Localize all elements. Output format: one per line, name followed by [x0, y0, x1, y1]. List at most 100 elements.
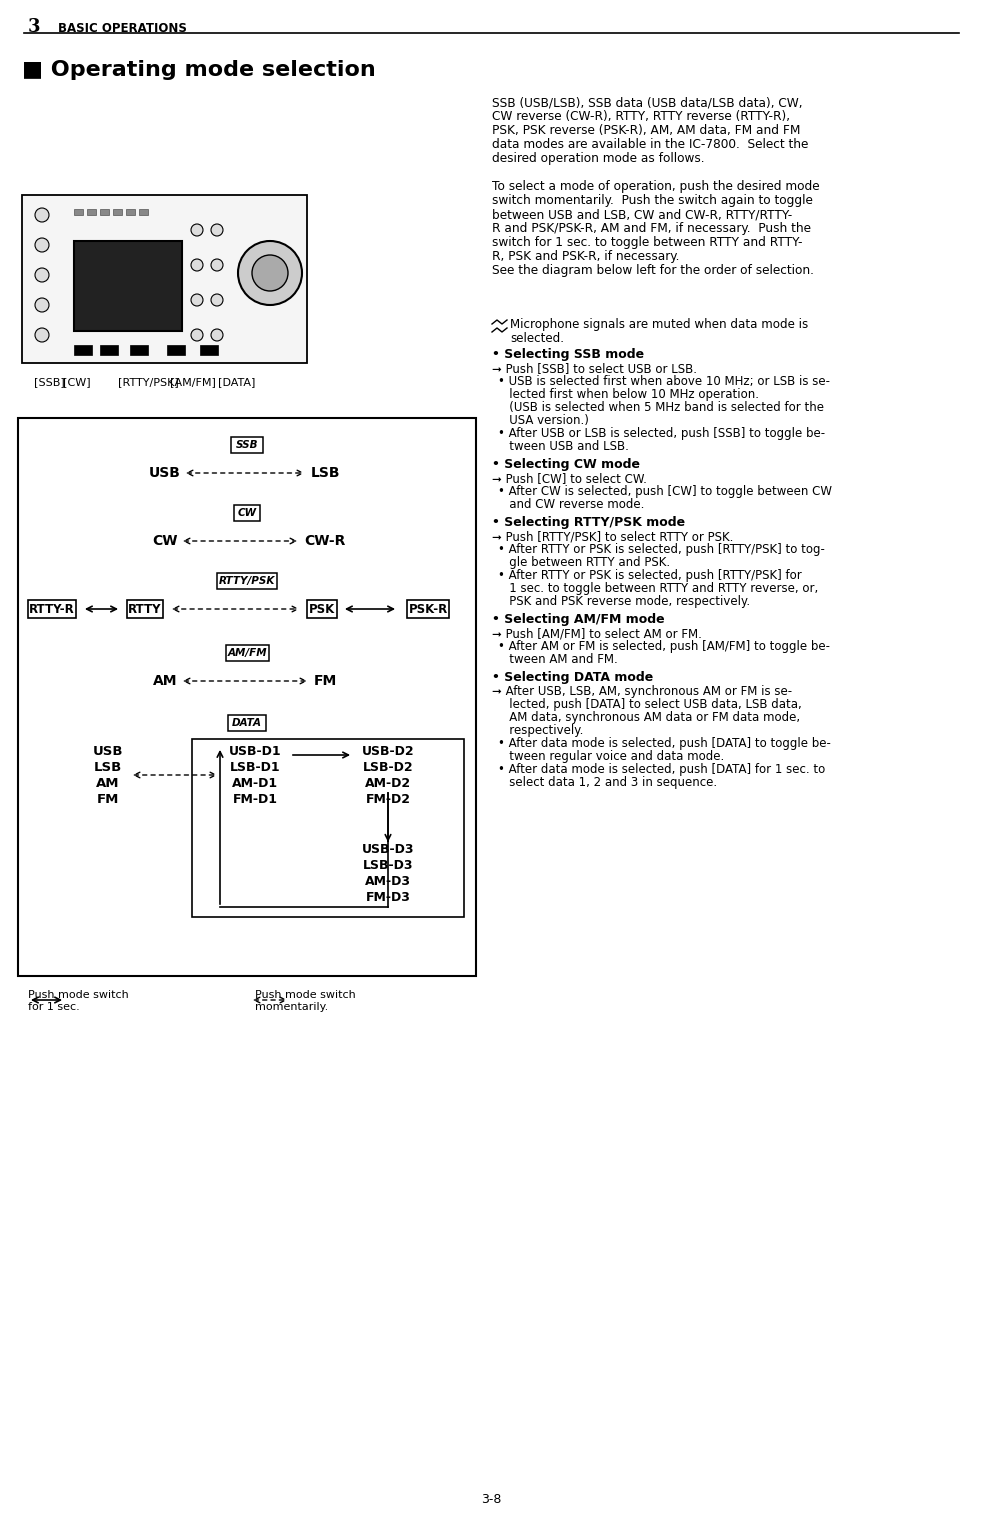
Circle shape [252, 255, 288, 291]
Bar [217, 573, 277, 589]
Bar [127, 601, 163, 617]
Text: ➞ Push [RTTY/PSK] to select RTTY or PSK.: ➞ Push [RTTY/PSK] to select RTTY or PSK. [492, 529, 733, 543]
Text: data modes are available in the IC-7800.  Select the: data modes are available in the IC-7800.… [492, 138, 808, 152]
Bar [87, 209, 96, 215]
Text: lected, push [DATA] to select USB data, LSB data,: lected, push [DATA] to select USB data, … [498, 698, 802, 711]
Circle shape [35, 297, 49, 313]
Text: FM: FM [96, 792, 119, 806]
Text: To select a mode of operation, push the desired mode: To select a mode of operation, push the … [492, 181, 820, 193]
Text: LSB: LSB [311, 466, 340, 479]
Bar [228, 715, 265, 731]
Text: • Selecting SSB mode: • Selecting SSB mode [492, 347, 644, 361]
Text: [RTTY/PSK]: [RTTY/PSK] [118, 378, 179, 387]
Bar [139, 209, 148, 215]
Circle shape [211, 225, 223, 237]
Text: Push mode switch
momentarily.: Push mode switch momentarily. [255, 991, 356, 1012]
Circle shape [191, 329, 203, 341]
Bar [225, 645, 268, 661]
Text: BASIC OPERATIONS: BASIC OPERATIONS [58, 23, 187, 35]
Circle shape [35, 269, 49, 282]
Text: CW-R: CW-R [305, 534, 346, 548]
Text: switch momentarily.  Push the switch again to toggle: switch momentarily. Push the switch agai… [492, 194, 813, 206]
Bar [100, 344, 118, 355]
Text: • After USB or LSB is selected, push [SSB] to toggle be-: • After USB or LSB is selected, push [SS… [498, 426, 825, 440]
Text: AM/FM: AM/FM [227, 648, 266, 658]
Text: between USB and LSB, CW and CW-R, RTTY/RTTY-: between USB and LSB, CW and CW-R, RTTY/R… [492, 208, 792, 221]
Bar [18, 419, 476, 975]
Text: ➞ After USB, LSB, AM, synchronous AM or FM is se-: ➞ After USB, LSB, AM, synchronous AM or … [492, 686, 792, 698]
Text: tween regular voice and data mode.: tween regular voice and data mode. [498, 749, 724, 763]
Text: USB-D3: USB-D3 [362, 842, 414, 856]
Text: SSB: SSB [236, 440, 259, 451]
Text: • After RTTY or PSK is selected, push [RTTY/PSK] for: • After RTTY or PSK is selected, push [R… [498, 569, 802, 583]
Text: AM-D1: AM-D1 [232, 777, 278, 789]
Bar [113, 209, 122, 215]
Text: USB-D1: USB-D1 [229, 745, 281, 757]
Text: FM: FM [314, 674, 336, 689]
Text: SSB (USB/LSB), SSB data (USB data/LSB data), CW,: SSB (USB/LSB), SSB data (USB data/LSB da… [492, 96, 802, 109]
Text: gle between RTTY and PSK.: gle between RTTY and PSK. [498, 557, 670, 569]
Text: Microphone signals are muted when data mode is: Microphone signals are muted when data m… [510, 319, 808, 331]
Text: Push mode switch
for 1 sec.: Push mode switch for 1 sec. [28, 991, 129, 1012]
Circle shape [211, 259, 223, 272]
Text: desired operation mode as follows.: desired operation mode as follows. [492, 152, 705, 165]
Text: LSB-D3: LSB-D3 [363, 859, 413, 871]
Bar [192, 739, 464, 916]
Text: ➞ Push [CW] to select CW.: ➞ Push [CW] to select CW. [492, 472, 647, 485]
Text: (USB is selected when 5 MHz band is selected for the: (USB is selected when 5 MHz band is sele… [498, 400, 824, 414]
Circle shape [191, 225, 203, 237]
Text: [DATA]: [DATA] [218, 378, 256, 387]
Text: [SSB]: [SSB] [34, 378, 65, 387]
Text: • Selecting AM/FM mode: • Selecting AM/FM mode [492, 613, 665, 627]
Text: • After RTTY or PSK is selected, push [RTTY/PSK] to tog-: • After RTTY or PSK is selected, push [R… [498, 543, 825, 557]
Text: [AM/FM]: [AM/FM] [170, 378, 216, 387]
Circle shape [191, 259, 203, 272]
Text: AM: AM [96, 777, 120, 789]
Text: • After AM or FM is selected, push [AM/FM] to toggle be-: • After AM or FM is selected, push [AM/F… [498, 640, 830, 652]
Text: LSB: LSB [93, 760, 122, 774]
Bar [407, 601, 449, 617]
Text: CW: CW [238, 508, 257, 517]
Text: PSK, PSK reverse (PSK-R), AM, AM data, FM and FM: PSK, PSK reverse (PSK-R), AM, AM data, F… [492, 124, 800, 137]
Bar [74, 344, 92, 355]
Text: PSK and PSK reverse mode, respectively.: PSK and PSK reverse mode, respectively. [498, 595, 750, 608]
Text: 3: 3 [28, 18, 40, 36]
Text: tween USB and LSB.: tween USB and LSB. [498, 440, 629, 454]
Text: tween AM and FM.: tween AM and FM. [498, 652, 617, 666]
Text: ➞ Push [SSB] to select USB or LSB.: ➞ Push [SSB] to select USB or LSB. [492, 363, 697, 375]
Text: R, PSK and PSK-R, if necessary.: R, PSK and PSK-R, if necessary. [492, 250, 679, 262]
Text: AM: AM [152, 674, 177, 689]
Circle shape [35, 238, 49, 252]
Text: LSB-D2: LSB-D2 [363, 760, 413, 774]
Text: 1 sec. to toggle between RTTY and RTTY reverse, or,: 1 sec. to toggle between RTTY and RTTY r… [498, 583, 818, 595]
Text: LSB-D1: LSB-D1 [230, 760, 280, 774]
Circle shape [211, 329, 223, 341]
Text: DATA: DATA [232, 718, 262, 728]
Text: select data 1, 2 and 3 in sequence.: select data 1, 2 and 3 in sequence. [498, 777, 718, 789]
Circle shape [35, 208, 49, 221]
Bar [167, 344, 185, 355]
Text: • After CW is selected, push [CW] to toggle between CW: • After CW is selected, push [CW] to tog… [498, 485, 832, 498]
Bar [28, 601, 76, 617]
Text: • Selecting CW mode: • Selecting CW mode [492, 458, 640, 470]
Text: • Selecting DATA mode: • Selecting DATA mode [492, 671, 654, 684]
Text: • After data mode is selected, push [DATA] to toggle be-: • After data mode is selected, push [DAT… [498, 737, 831, 749]
Text: • After data mode is selected, push [DATA] for 1 sec. to: • After data mode is selected, push [DAT… [498, 763, 826, 777]
Text: selected.: selected. [510, 332, 564, 344]
Text: FM-D2: FM-D2 [366, 792, 411, 806]
Text: • Selecting RTTY/PSK mode: • Selecting RTTY/PSK mode [492, 516, 685, 529]
Text: USA version.): USA version.) [498, 414, 589, 426]
Text: • USB is selected first when above 10 MHz; or LSB is se-: • USB is selected first when above 10 MH… [498, 375, 830, 388]
Bar [22, 196, 307, 363]
Text: RTTY/PSK: RTTY/PSK [219, 576, 275, 586]
Text: and CW reverse mode.: and CW reverse mode. [498, 498, 645, 511]
Bar [74, 209, 83, 215]
Text: FM-D3: FM-D3 [366, 890, 411, 904]
Text: USB: USB [92, 745, 123, 757]
Text: switch for 1 sec. to toggle between RTTY and RTTY-: switch for 1 sec. to toggle between RTTY… [492, 237, 802, 249]
Bar [126, 209, 135, 215]
Bar [307, 601, 337, 617]
Text: CW: CW [152, 534, 178, 548]
Text: respectively.: respectively. [498, 724, 583, 737]
Text: lected first when below 10 MHz operation.: lected first when below 10 MHz operation… [498, 388, 759, 400]
